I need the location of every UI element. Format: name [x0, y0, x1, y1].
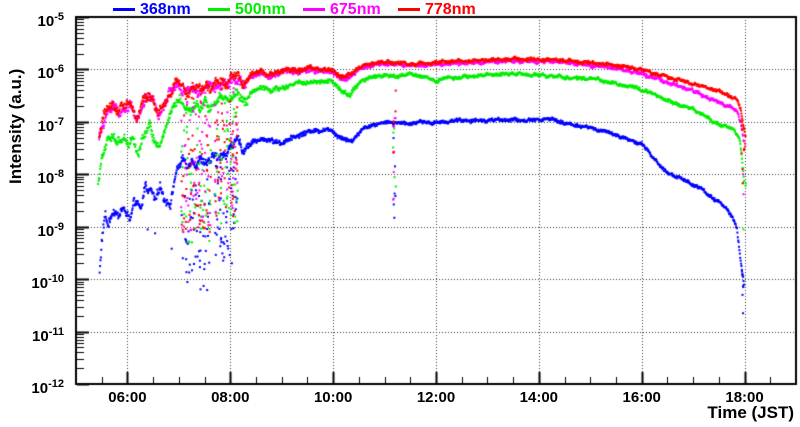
x-tick-label: 18:00 — [725, 389, 764, 406]
legend: 368nm 500nm 675nm 778nm — [0, 0, 800, 19]
y-tick-label: 10-7 — [37, 115, 64, 135]
legend-entry-675nm: 675nm — [303, 1, 381, 19]
y-tick-label: 10-6 — [37, 63, 64, 83]
y-tick-label: 10-11 — [32, 325, 64, 345]
x-tick-label: 10:00 — [313, 389, 353, 406]
y-tick-label: 10-10 — [31, 273, 64, 293]
legend-line-swatch — [208, 7, 230, 11]
x-tick-label: 14:00 — [519, 389, 559, 406]
x-tick-label: 12:00 — [416, 389, 456, 406]
legend-line-swatch — [113, 7, 135, 11]
legend-entry-778nm: 778nm — [398, 1, 476, 19]
legend-entry-500nm: 500nm — [208, 1, 286, 19]
legend-label: 675nm — [330, 1, 381, 18]
x-tick-label: 16:00 — [622, 389, 661, 406]
legend-label: 368nm — [140, 1, 191, 18]
y-tick-label: 10-8 — [37, 168, 64, 188]
y-tick-label: 10-9 — [37, 220, 64, 240]
y-tick-label: 10-12 — [31, 378, 64, 397]
x-axis-title: Time (JST) — [707, 403, 794, 422]
legend-label: 500nm — [235, 1, 286, 18]
y-tick-label: 10-5 — [37, 11, 64, 30]
x-tick-label: 08:00 — [211, 389, 250, 406]
legend-line-swatch — [398, 7, 420, 11]
legend-label: 778nm — [425, 1, 476, 18]
legend-entry-368nm: 368nm — [113, 1, 191, 19]
x-tick-label: 06:00 — [108, 389, 147, 406]
legend-line-swatch — [303, 7, 325, 11]
